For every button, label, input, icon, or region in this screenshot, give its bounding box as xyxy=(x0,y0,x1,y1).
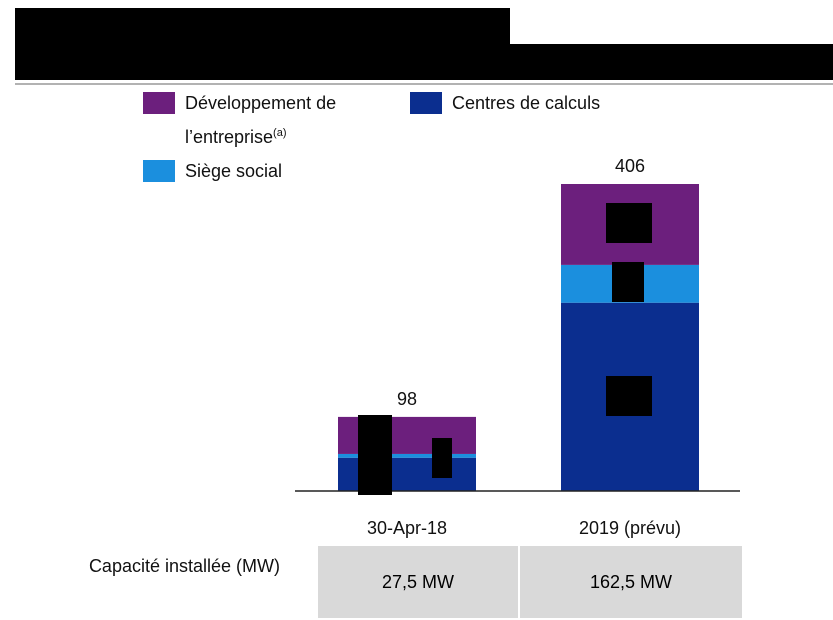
table-cell: 162,5 MW xyxy=(520,546,742,618)
legend-text: Siège social xyxy=(185,161,283,181)
table-label: Capacité installée (MW) xyxy=(88,556,280,576)
legend-text: Développement de l’entreprise xyxy=(185,93,337,147)
x-tick-label: 30-Apr-18 xyxy=(367,518,447,538)
legend-swatch xyxy=(143,160,175,182)
legend-note: (a) xyxy=(273,127,287,139)
legend-swatch xyxy=(410,92,442,114)
bar-segment xyxy=(338,453,476,458)
table-cell: 27,5 MW xyxy=(318,546,518,618)
redaction xyxy=(15,44,833,80)
legend-swatch xyxy=(143,92,175,114)
redaction xyxy=(15,8,510,48)
x-tick-label: 2019 (prévu) xyxy=(579,518,681,538)
legend-label: Développement de l’entreprise(a) xyxy=(185,88,385,152)
total-label: 98 xyxy=(397,389,417,409)
legend-text: Centres de calculs xyxy=(452,93,601,113)
legend-label: Centres de calculs xyxy=(452,88,600,118)
redactions xyxy=(358,203,652,495)
legend-label: Siège social xyxy=(185,156,282,186)
total-label: 406 xyxy=(615,156,645,176)
